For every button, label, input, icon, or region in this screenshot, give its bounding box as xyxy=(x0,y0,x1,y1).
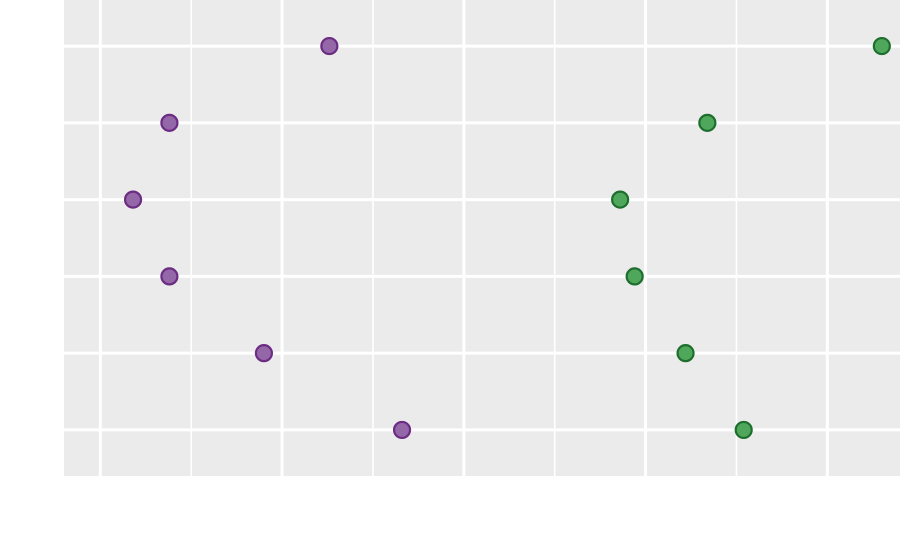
data-points xyxy=(123,36,891,440)
series-2-point xyxy=(872,36,891,56)
plot-panel xyxy=(64,0,900,476)
series-1-point xyxy=(320,36,339,56)
series-2-point xyxy=(611,190,630,209)
series-1-point xyxy=(160,113,179,132)
series-1-point xyxy=(392,420,412,440)
series-1-point xyxy=(254,344,274,363)
minor-gridlines xyxy=(190,0,738,476)
series-2-point xyxy=(698,113,717,132)
series-2-point xyxy=(734,420,753,440)
series-1-point xyxy=(160,267,179,286)
major-gridlines xyxy=(64,0,900,476)
series-1-point xyxy=(123,190,143,209)
series-2-point xyxy=(676,344,695,363)
series-2-point xyxy=(625,267,644,286)
